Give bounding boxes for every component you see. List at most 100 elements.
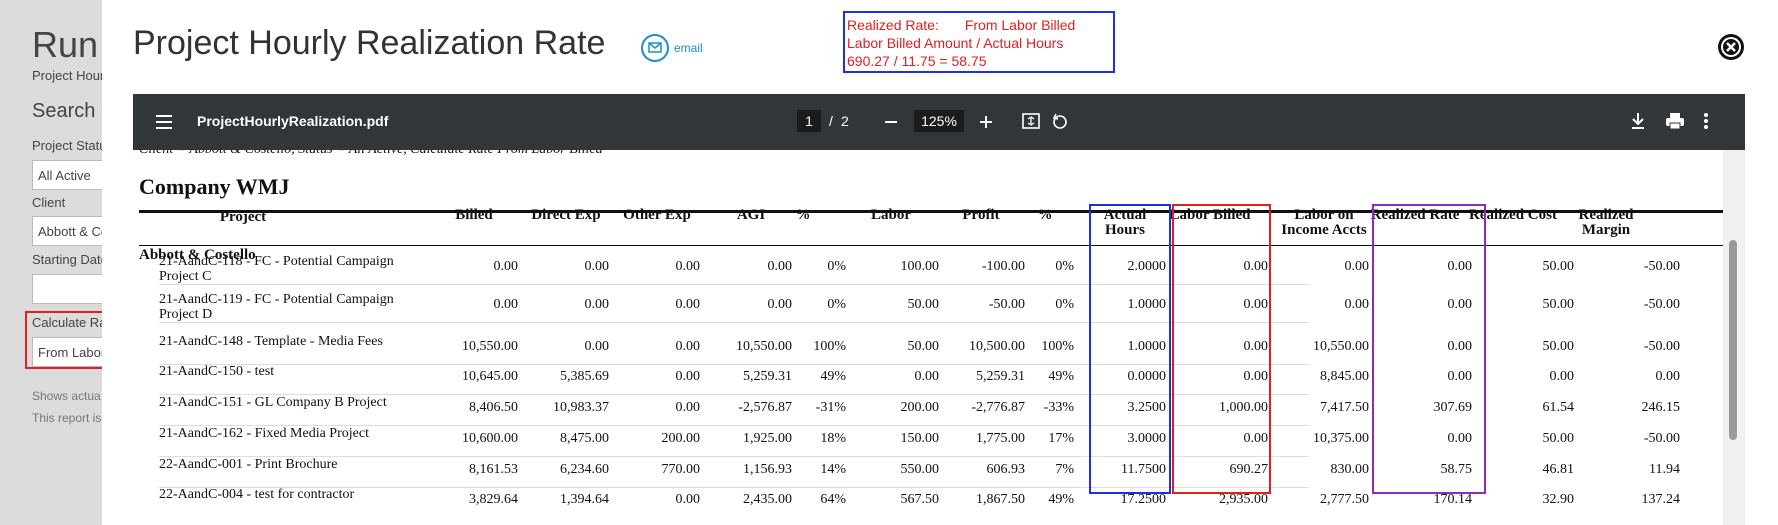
rotate-icon[interactable] xyxy=(1051,112,1069,130)
print-icon[interactable] xyxy=(1665,112,1685,130)
field-label: Calculate Ra xyxy=(32,315,102,330)
table-cell: 49% xyxy=(820,369,846,384)
project-name: 22-AandC-004 - test for contractor xyxy=(159,487,355,502)
table-cell: 137.24 xyxy=(1641,492,1681,507)
table-cell: 1,000.00 xyxy=(1219,400,1268,415)
rule xyxy=(139,210,1723,213)
column-header: Direct Exp xyxy=(531,207,601,223)
table-cell: 0.00 xyxy=(767,297,793,312)
table-cell: 50.00 xyxy=(907,339,940,354)
table-cell: 8,161.53 xyxy=(469,462,518,477)
select[interactable]: All Active xyxy=(32,160,102,190)
table-cell: 10,550.00 xyxy=(462,339,518,354)
table-cell: -2,576.87 xyxy=(738,400,792,415)
table-cell: 8,406.50 xyxy=(469,400,518,415)
row-divider xyxy=(159,394,1309,395)
pdf-page: Client = Abbott & Costello, Status = All… xyxy=(133,150,1723,525)
table-cell: 0.00 xyxy=(1447,339,1473,354)
column-header: Profit xyxy=(962,207,1000,223)
table-cell: 0.00 xyxy=(1243,431,1269,446)
select[interactable]: From Labor xyxy=(32,337,102,367)
table-cell: 50.00 xyxy=(1542,339,1575,354)
row-divider xyxy=(159,487,1309,488)
email-icon[interactable] xyxy=(640,33,670,63)
table-cell: 0.00 xyxy=(675,259,701,274)
fit-icon[interactable] xyxy=(1022,112,1040,130)
table-cell: 10,550.00 xyxy=(1313,339,1369,354)
table-cell: 246.15 xyxy=(1641,400,1681,415)
table-cell: 49% xyxy=(1048,492,1074,507)
column-header: Realized Margin xyxy=(1578,207,1634,238)
table-cell: 17% xyxy=(1048,431,1074,446)
table-cell: 100% xyxy=(813,339,846,354)
page-input[interactable]: 1 xyxy=(797,110,821,132)
table-cell: 0.00 xyxy=(675,492,701,507)
row-divider xyxy=(159,425,1309,426)
table-cell: 46.81 xyxy=(1542,462,1575,477)
table-cell: 10,645.00 xyxy=(462,369,518,384)
table-cell: 50.00 xyxy=(1542,431,1575,446)
table-cell: 14% xyxy=(820,462,846,477)
table-cell: 550.00 xyxy=(900,462,940,477)
table-cell: 1,394.64 xyxy=(560,492,609,507)
zoom-input[interactable]: 125% xyxy=(914,110,964,132)
annotation-line: Realized Rate: From Labor Billed xyxy=(847,16,1111,34)
field-label: Client xyxy=(32,195,66,210)
column-header: Other Exp xyxy=(623,207,691,223)
table-cell: 0.00 xyxy=(675,297,701,312)
table-cell: 0% xyxy=(1055,259,1074,274)
group-heading: Abbott & Costello xyxy=(139,247,256,263)
table-cell: 830.00 xyxy=(1330,462,1370,477)
zoom-in[interactable] xyxy=(979,115,993,129)
table-cell: 690.27 xyxy=(1229,462,1269,477)
table-cell: -50.00 xyxy=(1643,339,1680,354)
highlight-box xyxy=(1172,204,1271,494)
download-icon[interactable] xyxy=(1630,112,1646,130)
table-cell: 0.00 xyxy=(1243,259,1269,274)
email-link[interactable]: email xyxy=(674,41,703,55)
table-cell: 50.00 xyxy=(907,297,940,312)
column-header: AGI xyxy=(736,207,766,223)
table-cell: 61.54 xyxy=(1542,400,1575,415)
note: This report is xyxy=(32,411,102,425)
table-cell: 5,385.69 xyxy=(560,369,609,384)
project-name: 22-AandC-001 - Print Brochure xyxy=(159,457,338,472)
page-separator: / xyxy=(829,113,833,129)
table-cell: 0.00 xyxy=(914,369,940,384)
column-header: % xyxy=(795,207,811,223)
more-icon[interactable] xyxy=(1703,112,1709,130)
annotation-label: Realized Rate: xyxy=(847,17,939,33)
zoom-out[interactable] xyxy=(884,115,898,129)
scrollbar[interactable] xyxy=(1723,150,1745,525)
page-count: 2 xyxy=(841,113,849,129)
table-cell: 49% xyxy=(1048,369,1074,384)
table-cell: 2,435.00 xyxy=(743,492,792,507)
date-input[interactable] xyxy=(32,274,102,304)
highlight-box xyxy=(1089,204,1171,494)
table-cell: 0% xyxy=(827,297,846,312)
menu-icon[interactable] xyxy=(155,114,173,130)
highlight-box xyxy=(1372,204,1486,494)
pdf-toolbar: ProjectHourlyRealization.pdf 1 / 2 125% xyxy=(133,94,1745,150)
table-cell: 0.00 xyxy=(675,369,701,384)
column-header: Labor Billed xyxy=(1169,207,1251,223)
project-name: 21-AandC-118 - FC - Potential Campaign P… xyxy=(159,254,394,284)
table-cell: 0.00 xyxy=(1447,431,1473,446)
table-cell: 18% xyxy=(820,431,846,446)
table-cell: 0% xyxy=(827,259,846,274)
table-cell: 0% xyxy=(1055,297,1074,312)
table-cell: 100% xyxy=(1041,339,1074,354)
table-cell: -50.00 xyxy=(1643,297,1680,312)
table-cell: 1.0000 xyxy=(1127,297,1167,312)
table-cell: -33% xyxy=(1043,400,1074,415)
row-divider xyxy=(159,364,1309,365)
table-cell: 1,156.93 xyxy=(743,462,792,477)
input[interactable]: Abbott & Co xyxy=(32,216,102,246)
column-header: Billed xyxy=(455,207,493,223)
table-cell: 10,550.00 xyxy=(736,339,792,354)
table-cell: 0.00 xyxy=(1243,297,1269,312)
row-divider xyxy=(159,284,1309,285)
page-subtitle: Project Hour xyxy=(32,68,102,83)
column-header: Realized Rate xyxy=(1370,207,1460,223)
close-button[interactable] xyxy=(1716,32,1746,62)
